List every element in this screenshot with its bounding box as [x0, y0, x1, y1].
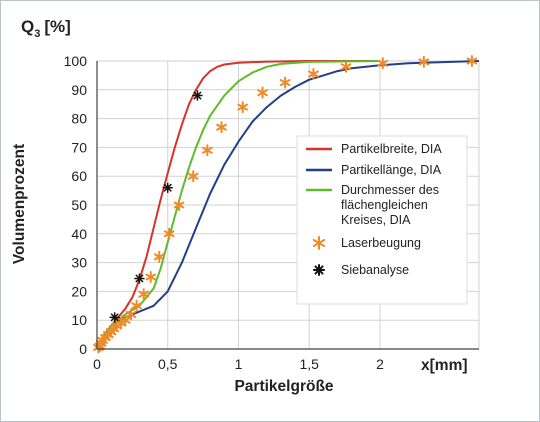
- legend-label: Partikellänge, DIA: [341, 163, 442, 177]
- marker-laserbeugung: [173, 199, 185, 211]
- y-axis-title: Volumenprozent: [11, 144, 28, 264]
- tick-labels: 0 10 20 30 40 50 60 70 80 90 100 0 0,5 1 1,5 2: [64, 53, 384, 372]
- y-axis-symbol: Q3 [%]: [21, 17, 71, 40]
- marker-laserbeugung: [377, 57, 389, 70]
- y-tick-label: 0: [79, 341, 87, 357]
- marker-siebanalyse: [134, 273, 145, 284]
- y-tick-label: 70: [71, 139, 87, 155]
- marker-laserbeugung: [216, 121, 227, 134]
- y-tick-label: 30: [71, 255, 87, 271]
- y-tick-label: 20: [71, 283, 87, 299]
- marker-laserbeugung: [202, 144, 213, 157]
- legend-item-durchmesser-des-flaechengleichen-kreises-dia: Durchmesser des flächengleichen Kreises, D…: [306, 183, 439, 227]
- x-tick-label: 0,5: [158, 356, 178, 372]
- y-tick-label: 90: [71, 82, 87, 98]
- marker-siebanalyse: [192, 90, 203, 101]
- x-axis-unit: x[mm]: [421, 357, 468, 374]
- series-layer: [93, 55, 480, 354]
- x-tick-label: 0: [93, 356, 101, 372]
- marker-laserbeugung: [138, 288, 150, 301]
- marker-laserbeugung: [187, 170, 199, 183]
- x-axis-title: Partikelgröße: [234, 378, 333, 395]
- marker-laserbeugung: [153, 250, 165, 263]
- marker-laserbeugung: [119, 314, 131, 327]
- marker-laserbeugung: [163, 227, 175, 240]
- legend-swatch: [312, 236, 326, 250]
- legend-label: Durchmesser des flächengleichen Kreises, D…: [341, 183, 439, 227]
- marker-laserbeugung: [340, 60, 352, 73]
- y-tick-label: 40: [71, 226, 87, 242]
- marker-siebanalyse: [109, 312, 120, 323]
- x-tick-label: 2: [376, 356, 384, 372]
- marker-laserbeugung: [466, 55, 478, 67]
- y-tick-label: 100: [64, 53, 88, 69]
- x-tick-label: 1,5: [299, 356, 319, 372]
- y-tick-label: 50: [71, 197, 87, 213]
- y-tick-label: 80: [71, 111, 87, 127]
- legend-swatch: [313, 264, 325, 276]
- marker-laserbeugung: [279, 76, 291, 89]
- legend-label: Partikelbreite, DIA: [341, 142, 442, 156]
- marker-laserbeugung: [308, 67, 319, 80]
- y-tick-label: 10: [71, 312, 87, 328]
- marker-laserbeugung: [131, 299, 142, 312]
- legend-label: Siebanalyse: [341, 263, 409, 277]
- marker-laserbeugung: [418, 55, 430, 68]
- legend-item-siebanalyse: Siebanalyse: [313, 263, 409, 277]
- x-tick-label: 1: [235, 356, 243, 372]
- axes: [96, 61, 479, 350]
- legend-item-partikelbreite-dia: Partikelbreite, DIA: [306, 142, 442, 156]
- legend: Partikelbreite, DIA Partikellänge, DIA Dur…: [296, 135, 468, 305]
- legend-label: Laserbeugung: [341, 236, 421, 250]
- legend-item-laserbeugung: Laserbeugung: [312, 236, 421, 250]
- marker-siebanalyse: [162, 182, 173, 193]
- marker-laserbeugung: [237, 101, 249, 114]
- marker-laserbeugung: [125, 308, 137, 321]
- marker-laserbeugung: [145, 271, 157, 283]
- marker-laserbeugung: [257, 86, 268, 99]
- y-tick-label: 60: [71, 168, 87, 184]
- legend-item-partikellaenge-dia: Partikellänge, DIA: [306, 163, 442, 177]
